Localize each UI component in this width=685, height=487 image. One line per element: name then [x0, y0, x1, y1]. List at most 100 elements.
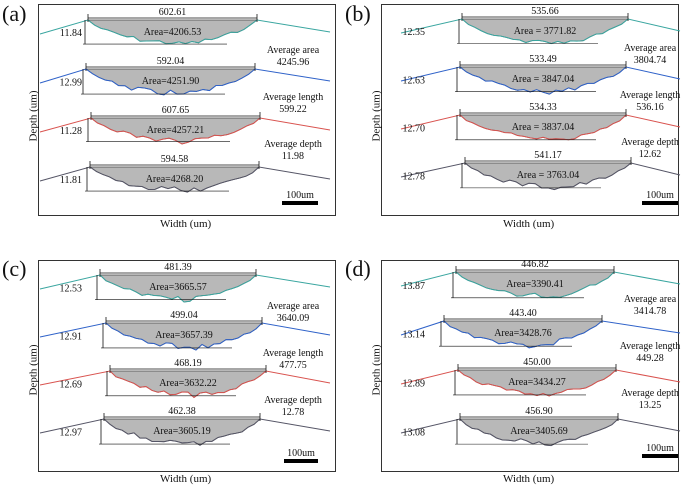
avg-length-value: 477.75 [279, 360, 307, 371]
depth-label: 12.35 [403, 27, 426, 38]
crater-profile: 541.17 12.78 Area = 3763.04 [400, 150, 681, 191]
avg-area-value: 3640.09 [277, 313, 310, 324]
avg-length-label: Average length [620, 90, 681, 101]
depth-label: 12.63 [403, 75, 426, 86]
avg-area-value: 3804.74 [634, 55, 667, 66]
avg-depth-value: 13.25 [639, 400, 662, 411]
area-label: Area=4251.90 [142, 76, 200, 87]
area-label: Area = 3847.04 [512, 74, 575, 85]
scale-bar [642, 201, 678, 205]
avg-length-value: 536.16 [636, 102, 664, 113]
surface-line [400, 18, 681, 45]
depth-label: 12.78 [403, 171, 426, 182]
width-label: 456.90 [525, 406, 553, 417]
depth-label: 11.28 [60, 126, 82, 137]
area-label: Area=4206.53 [144, 27, 202, 38]
surface-line [39, 68, 331, 96]
area-label: Area=3605.19 [153, 426, 211, 437]
x-axis-label: Width (um) [160, 218, 212, 230]
panel-label: (c) [2, 256, 27, 281]
area-label: Area = 3763.04 [517, 170, 580, 181]
crater-profile: 462.38 12.97 Area=3605.19 [39, 406, 331, 446]
depth-label: 12.91 [60, 331, 83, 342]
crater-profile: 481.39 12.53 Area=3665.57 [39, 262, 331, 303]
width-label: 535.66 [531, 6, 559, 17]
surface-line [39, 370, 331, 399]
width-label: 541.17 [534, 150, 562, 161]
avg-area-value: 3414.78 [634, 306, 667, 317]
depth-label: 13.08 [403, 428, 426, 439]
crater-profile: 450.00 12.89 Area=3434.27 [400, 357, 681, 397]
crater-profile: 534.33 12.70 Area = 3837.04 [400, 102, 681, 141]
surface-line [400, 66, 681, 95]
panel-label: (d) [345, 256, 371, 281]
x-axis-label: Width (um) [160, 473, 212, 485]
width-label: 481.39 [164, 262, 192, 273]
avg-depth-value: 11.98 [282, 151, 304, 162]
scale-bar-label: 100um [287, 448, 315, 459]
scale-bar-label: 100um [286, 190, 314, 201]
crater-profile: 443.40 13.14 Area=3428.76 [400, 308, 681, 349]
width-label: 592.04 [157, 56, 185, 67]
depth-label: 13.14 [403, 330, 426, 341]
avg-depth-label: Average depth [621, 137, 679, 148]
surface-line [400, 114, 681, 141]
surface-line [39, 117, 331, 145]
width-label: 450.00 [523, 357, 551, 368]
panel-label: (a) [2, 1, 27, 26]
crater-profile: 446.82 13.87 Area=3390.41 [400, 259, 681, 299]
avg-length-label: Average length [263, 348, 324, 359]
avg-depth-value: 12.62 [639, 149, 662, 160]
area-label: Area=3428.76 [494, 328, 552, 339]
avg-area-value: 4245.96 [277, 57, 310, 68]
scale-bar-label: 100um [646, 190, 674, 201]
width-label: 462.38 [168, 406, 196, 417]
crater-profile: 468.19 12.69 Area=3632.22 [39, 358, 331, 399]
area-label: Area=3390.41 [506, 279, 564, 290]
width-label: 499.04 [170, 310, 198, 321]
x-axis-label: Width (um) [503, 473, 555, 485]
crater-profile: 456.90 13.08 Area=3405.69 [400, 406, 681, 447]
surface-line [39, 274, 331, 303]
crater-profile: 533.49 12.63 Area = 3847.04 [400, 54, 681, 95]
width-label: 607.65 [162, 105, 190, 116]
panel-b: (b) Depth (um) Width (um) 535.66 12.35 Are… [343, 0, 685, 243]
crater-profile: 535.66 12.35 Area = 3771.82 [400, 6, 681, 45]
area-label: Area=3632.22 [159, 378, 217, 389]
depth-label: 12.53 [60, 283, 83, 294]
crater-profile: 592.04 12.99 Area=4251.90 [39, 56, 331, 96]
avg-length-value: 449.28 [636, 353, 664, 364]
depth-label: 13.87 [403, 281, 426, 292]
width-label: 534.33 [529, 102, 557, 113]
surface-line [400, 320, 681, 349]
surface-line [39, 322, 331, 351]
avg-area-label: Average area [267, 45, 320, 56]
width-label: 594.58 [161, 154, 189, 165]
avg-depth-value: 12.78 [282, 407, 305, 418]
depth-label: 12.97 [60, 428, 83, 439]
profile-plot: 481.39 12.53 Area=3665.57 499.04 12.91 Area=3… [39, 262, 331, 463]
surface-line [39, 166, 331, 193]
area-label: Area = 3771.82 [514, 26, 577, 37]
depth-label: 11.81 [60, 175, 82, 186]
area-label: Area=3657.39 [155, 330, 213, 341]
scale-bar-label: 100um [646, 443, 674, 454]
area-label: Area=4257.21 [147, 125, 205, 136]
area-label: Area = 3837.04 [512, 122, 575, 133]
width-label: 602.61 [159, 7, 187, 18]
crater-profile: 594.58 11.81 Area=4268.20 [39, 154, 331, 193]
scale-bar [282, 201, 318, 205]
surface-line [400, 418, 681, 447]
width-label: 533.49 [529, 54, 557, 65]
avg-length-value: 599.22 [279, 104, 307, 115]
profile-plot: 446.82 13.87 Area=3390.41 443.40 13.14 Area=3… [400, 259, 681, 458]
avg-area-label: Average area [624, 294, 677, 305]
width-label: 446.82 [521, 259, 549, 270]
avg-depth-label: Average depth [264, 139, 322, 150]
area-label: Area=3434.27 [508, 377, 566, 388]
x-axis-label: Width (um) [503, 218, 555, 230]
